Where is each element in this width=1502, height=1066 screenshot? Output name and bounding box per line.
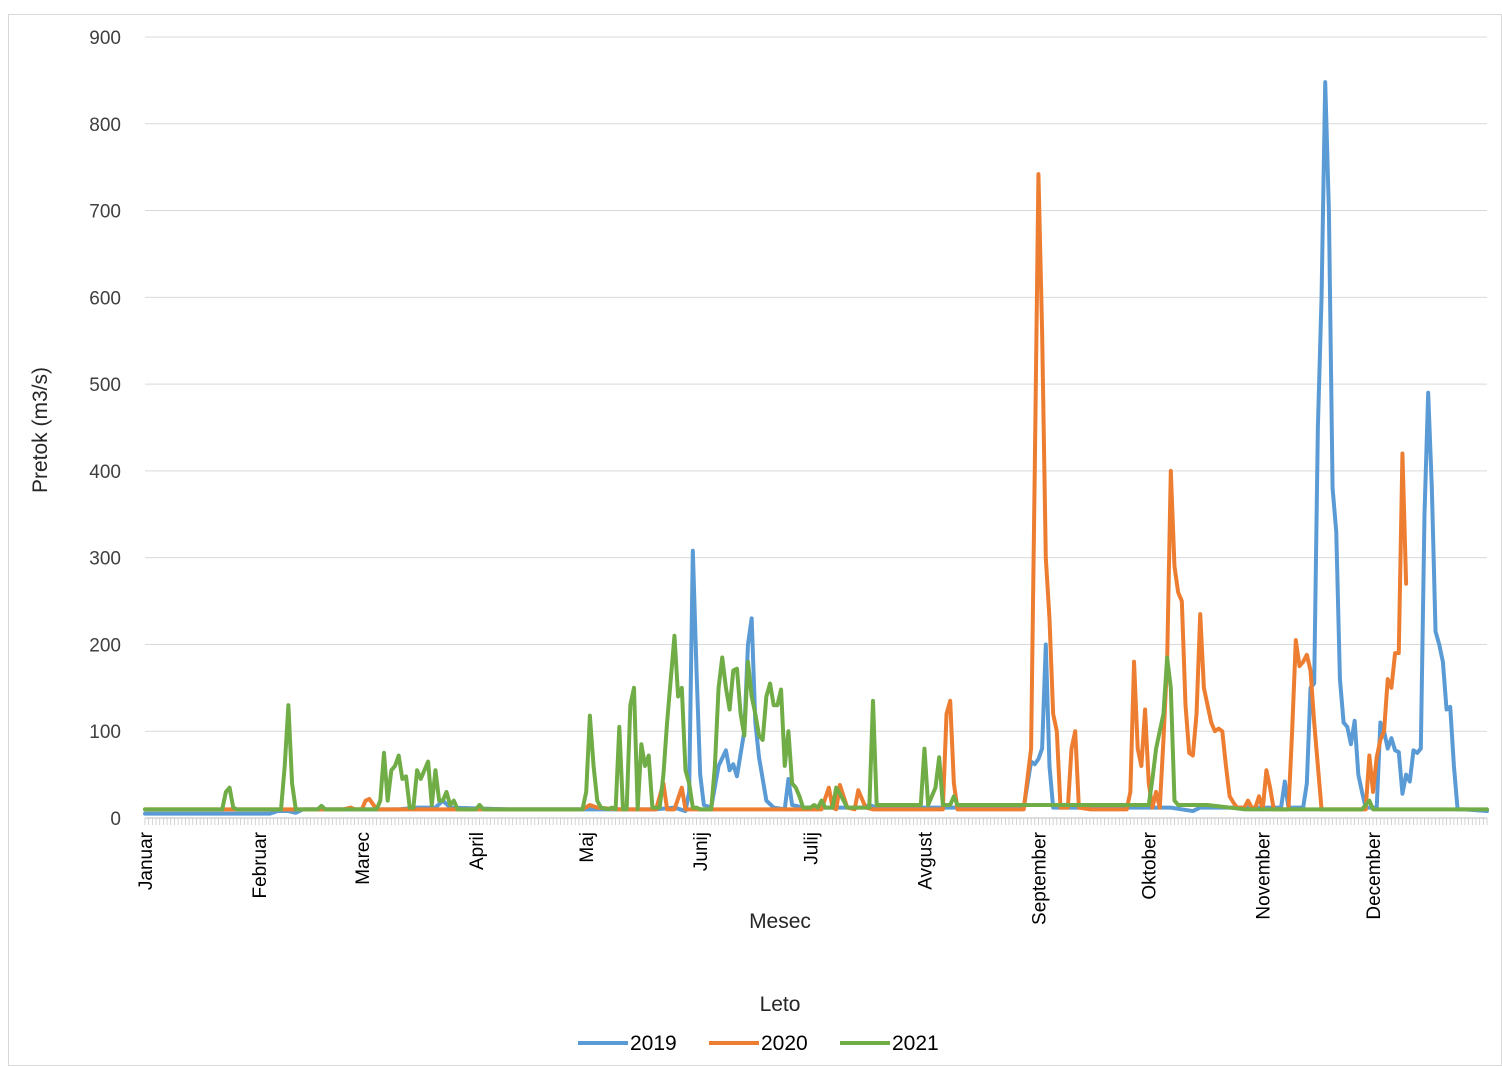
x-tick-label: September (1029, 831, 1050, 925)
x-tick-label: April (467, 832, 488, 870)
x-tick-label: Februar (250, 831, 271, 898)
x-tick-label: Junij (691, 832, 712, 871)
x-axis-title: Mesec (749, 910, 811, 933)
x-tick-label: Januar (136, 831, 157, 890)
y-tick-label: 0 (110, 809, 121, 830)
x-tick-label: November (1254, 831, 1275, 919)
x-tick-label: Maj (577, 832, 598, 863)
x-tick-label: December (1364, 831, 1385, 919)
y-tick-label: 900 (89, 28, 121, 49)
y-tick-label: 400 (89, 462, 121, 483)
y-tick-label: 800 (89, 115, 121, 136)
series-line-2020 (143, 172, 1409, 812)
series-lines (143, 80, 1489, 816)
y-tick-label: 100 (89, 722, 121, 743)
series-line-2019 (143, 80, 1489, 816)
grid-lines (145, 36, 1487, 732)
legend-title: Leto (760, 993, 801, 1016)
y-axis-ticks: 0 100 200 300 400 500 600 700 800 900 (89, 28, 121, 830)
y-tick-label: 600 (89, 288, 121, 309)
legend-label-2019: 2019 (630, 1032, 677, 1055)
legend-label-2021: 2021 (892, 1032, 939, 1055)
x-axis-minor-ticks (144, 818, 1488, 825)
y-axis-title: Pretok (m3/s) (29, 367, 52, 493)
x-tick-label: Marec (353, 832, 374, 885)
y-tick-label: 200 (89, 635, 121, 656)
x-tick-label: Avgust (915, 831, 936, 889)
series-line-2021 (143, 633, 1489, 812)
x-axis (144, 817, 1488, 825)
legend: 2019 2020 2021 (578, 1032, 939, 1055)
y-tick-label: 500 (89, 375, 121, 396)
legend-label-2020: 2020 (761, 1032, 808, 1055)
x-axis-ticks: Januar Februar Marec April Maj Junij Julij Avgu… (136, 831, 1385, 925)
y-tick-label: 700 (89, 202, 121, 223)
y-tick-label: 300 (89, 549, 121, 570)
x-tick-label: Julij (801, 832, 822, 865)
x-tick-label: Oktober (1140, 831, 1161, 899)
chart-frame (8, 14, 1502, 1066)
